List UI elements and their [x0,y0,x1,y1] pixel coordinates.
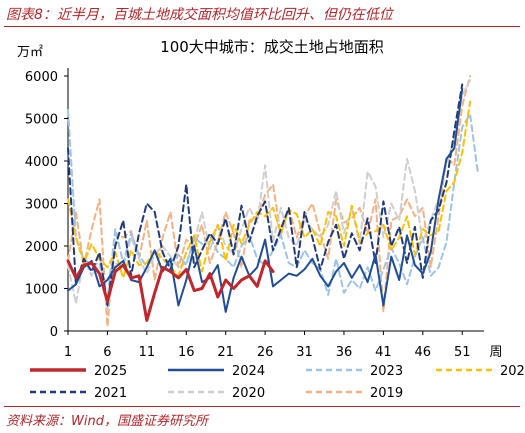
x-tick-label: 41 [375,345,392,360]
x-tick-label: 6 [103,345,111,360]
series-line-2025 [66,259,275,322]
x-tick-label: 46 [415,345,432,360]
y-tick-label: 5000 [25,113,58,128]
legend-label-2025: 2025 [94,364,127,379]
caption-divider [4,26,520,27]
series-lines [66,75,479,328]
x-tick-label: 26 [257,345,274,360]
x-tick-label: 36 [336,345,353,360]
x-tick-label: 21 [217,345,234,360]
y-tick-label: 1000 [25,283,58,298]
x-tick-label: 11 [139,345,156,360]
legend-label-2021: 2021 [94,386,127,401]
x-tick-label: 1 [64,345,72,360]
y-tick-label: 6000 [25,70,58,85]
chart-title: 100大中城市：成交土地占地面积 [160,38,384,56]
y-tick-label: 4000 [25,155,58,170]
legend-label-2020: 2020 [232,386,265,401]
x-tick-label: 51 [454,345,471,360]
y-tick-label: 3000 [25,198,58,213]
series-line-2020 [67,79,472,311]
source-divider [4,406,520,407]
legend-label-2024: 2024 [232,364,265,379]
x-axis-unit-label: 周 [489,345,502,360]
source-note: 资料来源：Wind，国盛证券研究所 [6,414,208,429]
legend-label-2019: 2019 [370,386,403,401]
legend-label-2023: 2023 [370,364,403,379]
figure-caption: 图表8：近半月，百城土地成交面积均值环比回升、但仍在低位 [6,7,393,23]
y-axis-unit-label: 万㎡ [17,45,43,60]
y-tick-label: 2000 [25,240,58,255]
x-tick-label: 31 [296,345,313,360]
y-tick-label: 0 [50,325,58,340]
series-line-2024 [67,87,464,313]
series-line-2021 [67,83,464,307]
x-tick-label: 16 [178,345,195,360]
